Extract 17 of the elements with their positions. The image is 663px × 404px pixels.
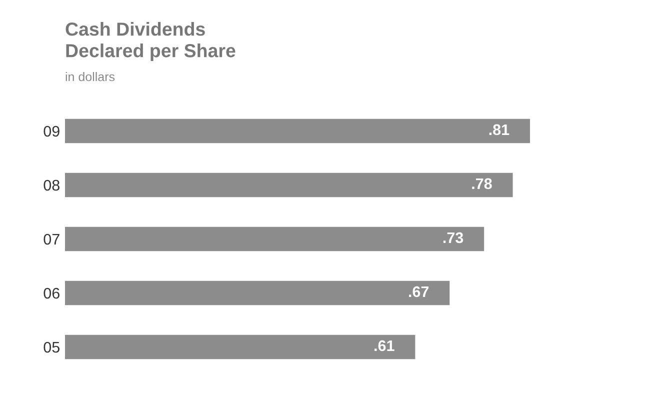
data-label: .78 <box>472 178 492 190</box>
data-label: .73 <box>443 232 464 244</box>
bar <box>65 334 416 360</box>
bar <box>65 280 450 306</box>
chart-title: Cash Dividends Declared per Share <box>66 22 236 62</box>
bar <box>65 118 530 144</box>
data-label: .61 <box>374 340 394 352</box>
y-tick-label: 05 <box>44 342 60 353</box>
y-tick-label: 07 <box>44 234 60 245</box>
y-tick-label: 06 <box>44 288 60 299</box>
data-label: .67 <box>409 286 429 298</box>
bar <box>65 172 513 198</box>
y-tick-label: 09 <box>44 126 60 137</box>
y-tick-label: 08 <box>44 180 60 191</box>
data-label: .81 <box>489 124 510 136</box>
bar <box>65 226 484 252</box>
chart-subtitle: in dollars <box>66 72 115 82</box>
